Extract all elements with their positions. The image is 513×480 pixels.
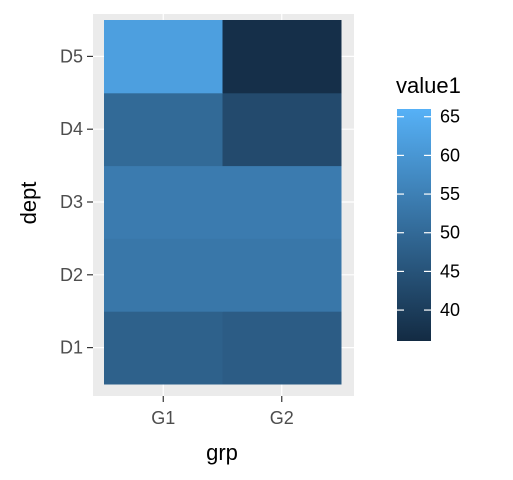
y-tick-label: D2 — [60, 265, 83, 285]
heatmap-cell — [104, 20, 223, 94]
y-tick-label: D1 — [60, 338, 83, 358]
x-tick-label: G1 — [151, 408, 175, 428]
y-axis: D1 D2 D3 D4 D5 — [60, 46, 93, 358]
x-axis: G1 G2 — [151, 396, 294, 428]
x-tick-label: G2 — [270, 408, 294, 428]
legend-tick-label: 40 — [440, 300, 460, 320]
legend-tick-label: 55 — [440, 184, 460, 204]
y-tick-label: D3 — [60, 192, 83, 212]
legend-tick-label: 50 — [440, 223, 460, 243]
heatmap-cell — [222, 165, 342, 239]
y-axis-title: dept — [16, 182, 41, 225]
heatmap-cell — [222, 92, 342, 167]
legend-tick-label: 45 — [440, 261, 460, 281]
y-tick-label: D4 — [60, 119, 83, 139]
legend-title: value1 — [396, 73, 461, 98]
y-tick-label: D5 — [60, 46, 83, 66]
heatmap-cell — [222, 238, 342, 312]
legend-ticks: 40 45 50 55 60 65 — [397, 107, 460, 320]
legend-tick-label: 65 — [440, 107, 460, 127]
heatmap-cells — [104, 20, 342, 385]
heatmap-cell — [104, 311, 223, 385]
heatmap-cell — [104, 238, 223, 312]
heatmap-cell — [104, 92, 223, 167]
legend-tick-label: 60 — [440, 145, 460, 165]
heatmap-cell — [104, 165, 223, 239]
legend-colorbar — [397, 109, 431, 341]
x-axis-title: grp — [206, 440, 238, 465]
heatmap-cell — [222, 20, 342, 94]
heatmap-cell — [222, 311, 342, 385]
